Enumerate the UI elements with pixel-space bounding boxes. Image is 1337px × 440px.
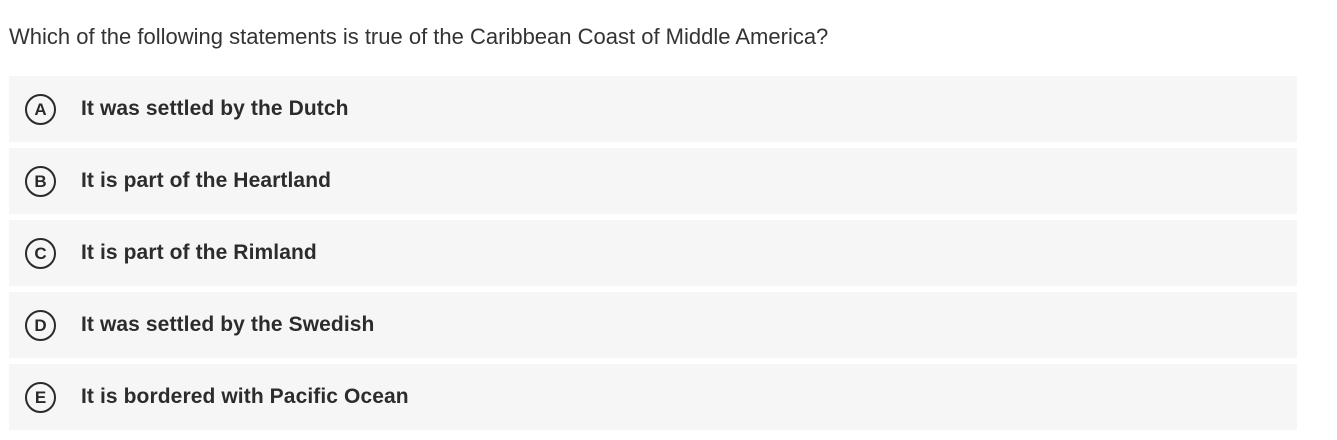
option-letter-badge: C [25,238,56,269]
answer-option-b[interactable]: B It is part of the Heartland [9,148,1297,214]
answer-option-a[interactable]: A It was settled by the Dutch [9,76,1297,142]
answer-option-c[interactable]: C It is part of the Rimland [9,220,1297,286]
option-label: It is part of the Rimland [81,241,317,264]
answer-option-d[interactable]: D It was settled by the Swedish [9,292,1297,358]
option-label: It was settled by the Dutch [81,97,349,120]
option-letter-badge: D [25,310,56,341]
option-label: It is bordered with Pacific Ocean [81,385,409,408]
option-letter-badge: E [25,382,56,413]
option-letter-badge: A [25,94,56,125]
answer-option-e[interactable]: E It is bordered with Pacific Ocean [9,364,1297,430]
question-text: Which of the following statements is tru… [9,24,829,49]
answer-options-list: A It was settled by the Dutch B It is pa… [9,76,1297,436]
option-letter-badge: B [25,166,56,197]
option-label: It was settled by the Swedish [81,313,375,336]
option-label: It is part of the Heartland [81,169,332,192]
